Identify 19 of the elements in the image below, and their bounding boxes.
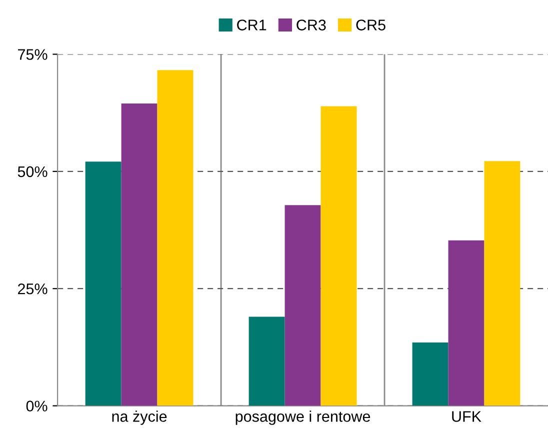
legend-label: CR3: [296, 20, 326, 30]
bar: [484, 161, 520, 406]
x-tick-label: UFK: [452, 411, 482, 422]
bar: [121, 103, 158, 406]
y-tick-label: 0%: [26, 400, 48, 412]
legend-label: CR5: [356, 20, 386, 30]
y-tick-label: 50%: [18, 166, 48, 178]
bar: [412, 342, 448, 406]
y-tick-label: 75%: [18, 49, 48, 60]
bar: [448, 240, 484, 406]
bar: [248, 316, 285, 406]
bar: [320, 106, 357, 406]
bar: [85, 162, 122, 406]
bar: [157, 70, 194, 406]
y-tick-label: 25%: [18, 283, 48, 294]
x-tick-label: posagowe i rentowe: [236, 410, 370, 425]
legend-label: CR1: [237, 20, 266, 30]
bar: [284, 205, 321, 406]
x-tick-label: na życie: [112, 410, 167, 425]
